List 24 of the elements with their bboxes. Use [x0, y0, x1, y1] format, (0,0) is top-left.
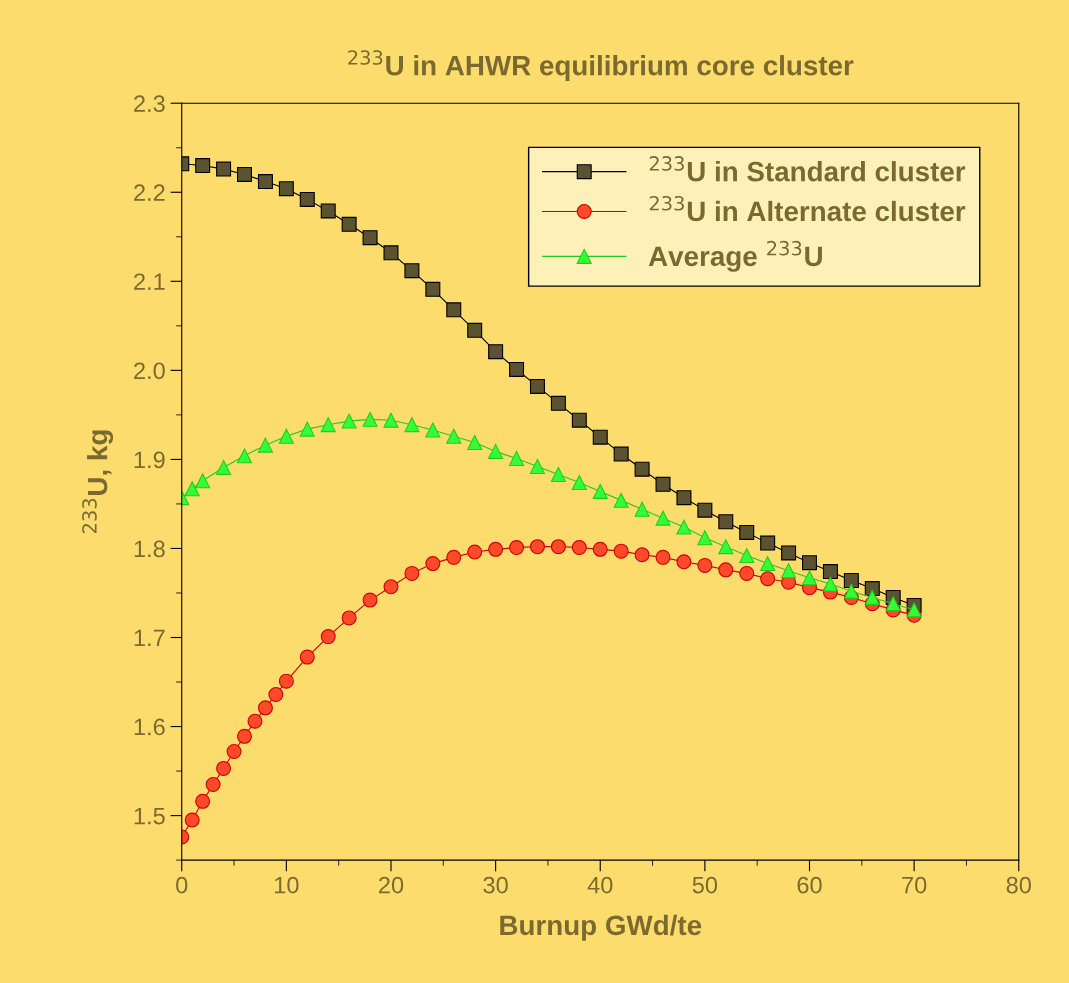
y-tick-label: 2.1: [134, 273, 165, 290]
x-tick-label: 10: [275, 876, 299, 894]
x-tick-label: 40: [587, 876, 613, 894]
y-tick-label: 1.9: [134, 451, 165, 469]
y-tick-label: 2.0: [134, 362, 165, 380]
x-tick-label: 0: [176, 876, 188, 894]
y-tick-label: 1.8: [134, 540, 165, 558]
x-tick-label: 30: [483, 876, 508, 894]
y-tick-label: 1.6: [134, 718, 165, 736]
y-axis-title: $^{233}$U, kg: [82, 430, 114, 534]
legend-label: Average $^{233}$U: [648, 240, 822, 272]
x-tick-label: 70: [902, 876, 927, 894]
legend-label: $^{233}$U in Alternate cluster: [649, 195, 966, 222]
x-tick-label: 50: [692, 876, 718, 894]
y-tick-label: 2.3: [134, 95, 165, 112]
x-tick-label: 60: [797, 876, 822, 894]
y-tick-label: 1.5: [134, 807, 165, 825]
x-tick-label: 80: [1006, 876, 1031, 894]
x-axis-title: Burnup GWd/te: [500, 914, 702, 941]
chart-title: $^{233}$U in AHWR equilibrium core cluster: [348, 50, 854, 81]
y-tick-label: 1.7: [134, 629, 165, 647]
x-tick-label: 20: [379, 876, 404, 894]
y-tick-label: 2.2: [134, 184, 165, 201]
legend-label: $^{233}$U in Standard cluster: [649, 156, 966, 182]
